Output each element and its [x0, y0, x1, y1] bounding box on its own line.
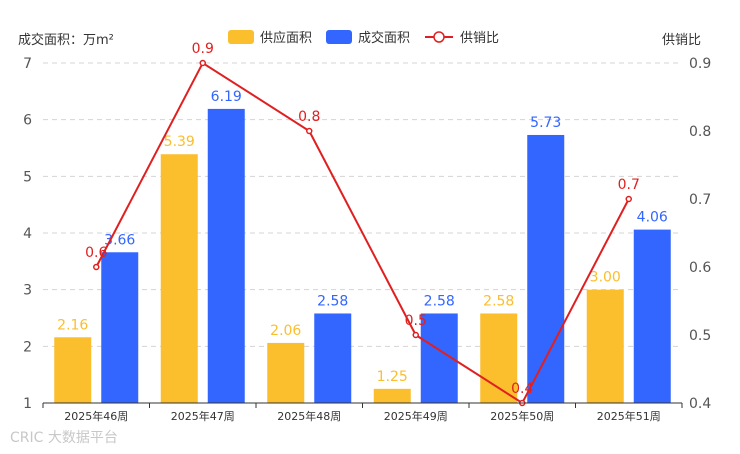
- bar-label-supply: 3.00: [590, 270, 621, 286]
- category-label: 2025年47周: [171, 409, 235, 423]
- legend-swatch-deal: [326, 30, 352, 44]
- category-label: 2025年51周: [597, 409, 661, 423]
- ratio-point: [412, 331, 419, 339]
- category-label: 2025年48周: [277, 409, 341, 423]
- bar-label-supply: 2.16: [57, 317, 88, 333]
- bar-supply: [267, 342, 305, 403]
- bar-label-deal: 5.73: [530, 115, 561, 131]
- left-tick-label: 7: [23, 56, 32, 72]
- left-tick-label: 4: [23, 226, 32, 242]
- ratio-line-layer: 0.6 0.9 0.8 0.5 0.4 0.7: [85, 41, 640, 407]
- ratio-label: 0.4: [511, 381, 533, 397]
- bar-label-deal: 2.58: [424, 293, 455, 309]
- category-label: 2025年49周: [384, 409, 448, 423]
- bar-deal: [633, 229, 671, 403]
- legend-marker-ratio: [433, 31, 445, 43]
- bar-label-supply: 2.06: [270, 323, 301, 339]
- right-tick-label: 0.9: [689, 56, 711, 72]
- ratio-label: 0.6: [85, 245, 107, 261]
- category-label: 2025年50周: [490, 409, 554, 423]
- bar-deal: [207, 108, 245, 404]
- bar-label-deal: 6.19: [211, 89, 242, 105]
- legend-label-supply: 供应面积: [260, 30, 312, 46]
- bars: 2.16 3.66 5.39 6.19 2.06 2.58 1.25 2.58 2.58 5.73…: [54, 89, 671, 404]
- left-tick-label: 1: [23, 396, 32, 412]
- bar-supply: [586, 289, 624, 403]
- bar-label-supply: 5.39: [164, 134, 195, 150]
- left-tick-label: 2: [23, 339, 32, 355]
- x-axis: 2025年46周 2025年47周 2025年48周 2025年49周 2025年50周…: [42, 402, 683, 423]
- left-tick-label: 3: [23, 283, 32, 299]
- legend: 供应面积 成交面积 供销比: [228, 30, 499, 46]
- bar-label-deal: 3.66: [104, 232, 135, 248]
- bar-deal: [527, 134, 565, 403]
- watermark: CRIC 大数据平台: [10, 430, 118, 446]
- ratio-label: 0.8: [298, 109, 320, 125]
- left-tick-label: 5: [23, 169, 32, 185]
- right-tick-label: 0.7: [689, 192, 711, 208]
- bar-deal: [314, 313, 352, 403]
- left-axis-title: 成交面积：万m²: [18, 32, 114, 48]
- left-tick-label: 6: [23, 113, 32, 129]
- ratio-label: 0.5: [405, 313, 427, 329]
- right-tick-label: 0.5: [689, 328, 711, 344]
- right-tick-label: 0.4: [689, 396, 711, 412]
- category-label: 2025年46周: [64, 409, 128, 423]
- bar-supply: [54, 337, 92, 403]
- ratio-label: 0.9: [192, 41, 214, 57]
- right-axis-title: 供销比: [662, 33, 701, 48]
- bar-supply: [160, 154, 198, 403]
- bar-supply: [373, 388, 411, 403]
- right-tick-label: 0.8: [689, 124, 711, 140]
- ratio-point: [625, 195, 632, 203]
- bar-label-supply: 1.25: [377, 369, 408, 385]
- grid: 1 2 3 4 5 6 7 0.4 0.5 0.6 0.7 0.8 0.9: [23, 56, 711, 412]
- bar-deal: [101, 252, 139, 403]
- bar-label-supply: 2.58: [483, 293, 514, 309]
- ratio-point: [199, 59, 206, 67]
- legend-swatch-supply: [228, 30, 254, 44]
- ratio-line: [95, 61, 630, 405]
- right-tick-label: 0.6: [689, 260, 711, 276]
- ratio-point: [306, 127, 313, 135]
- bar-label-deal: 4.06: [637, 210, 668, 226]
- ratio-point: [93, 263, 100, 271]
- bar-label-deal: 2.58: [317, 293, 348, 309]
- legend-label-ratio: 供销比: [460, 31, 499, 46]
- legend-label-deal: 成交面积: [358, 30, 410, 46]
- ratio-label: 0.7: [618, 177, 640, 193]
